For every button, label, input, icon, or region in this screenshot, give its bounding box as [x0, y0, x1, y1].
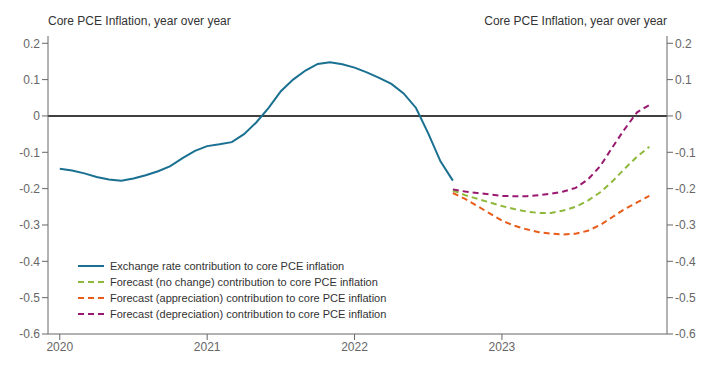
svg-text:-0.3: -0.3	[19, 218, 40, 232]
svg-text:0.2: 0.2	[23, 37, 40, 51]
svg-text:-0.3: -0.3	[675, 218, 696, 232]
html-text:Forecast (no change) contribut: Forecast (no change) contribution to cor…	[110, 276, 378, 288]
svg-text:0.1: 0.1	[675, 73, 692, 87]
svg-text:0: 0	[33, 109, 40, 123]
html-text:Forecast (depreciation) contri: Forecast (depreciation) contribution to …	[110, 308, 387, 320]
svg-text:0.2: 0.2	[675, 37, 692, 51]
svg-text:-0.5: -0.5	[675, 291, 696, 305]
svg-text:-0.5: -0.5	[19, 291, 40, 305]
svg-text:-0.4: -0.4	[19, 255, 40, 269]
svg-text:0.1: 0.1	[23, 73, 40, 87]
svg-text:2022: 2022	[341, 340, 368, 354]
svg-text:-0.2: -0.2	[19, 182, 40, 196]
svg-text:-0.1: -0.1	[19, 146, 40, 160]
html-text:Core PCE Inflation, year over: Core PCE Inflation, year over year	[484, 14, 667, 28]
svg-text:2021: 2021	[194, 340, 221, 354]
html-text:Forecast (appreciation) contri: Forecast (appreciation) contribution to …	[110, 292, 387, 304]
svg-text:-0.1: -0.1	[675, 146, 696, 160]
svg-text:-0.6: -0.6	[19, 327, 40, 341]
svg-text:-0.2: -0.2	[675, 182, 696, 196]
svg-text:2020: 2020	[46, 340, 73, 354]
html-text:Exchange rate contribution to: Exchange rate contribution to core PCE i…	[110, 260, 345, 272]
html-text:Core PCE Inflation, year over: Core PCE Inflation, year over year	[48, 14, 231, 28]
svg-text:-0.6: -0.6	[675, 327, 696, 341]
svg-text:2023: 2023	[489, 340, 516, 354]
svg-text:-0.4: -0.4	[675, 255, 696, 269]
svg-text:0: 0	[675, 109, 682, 123]
